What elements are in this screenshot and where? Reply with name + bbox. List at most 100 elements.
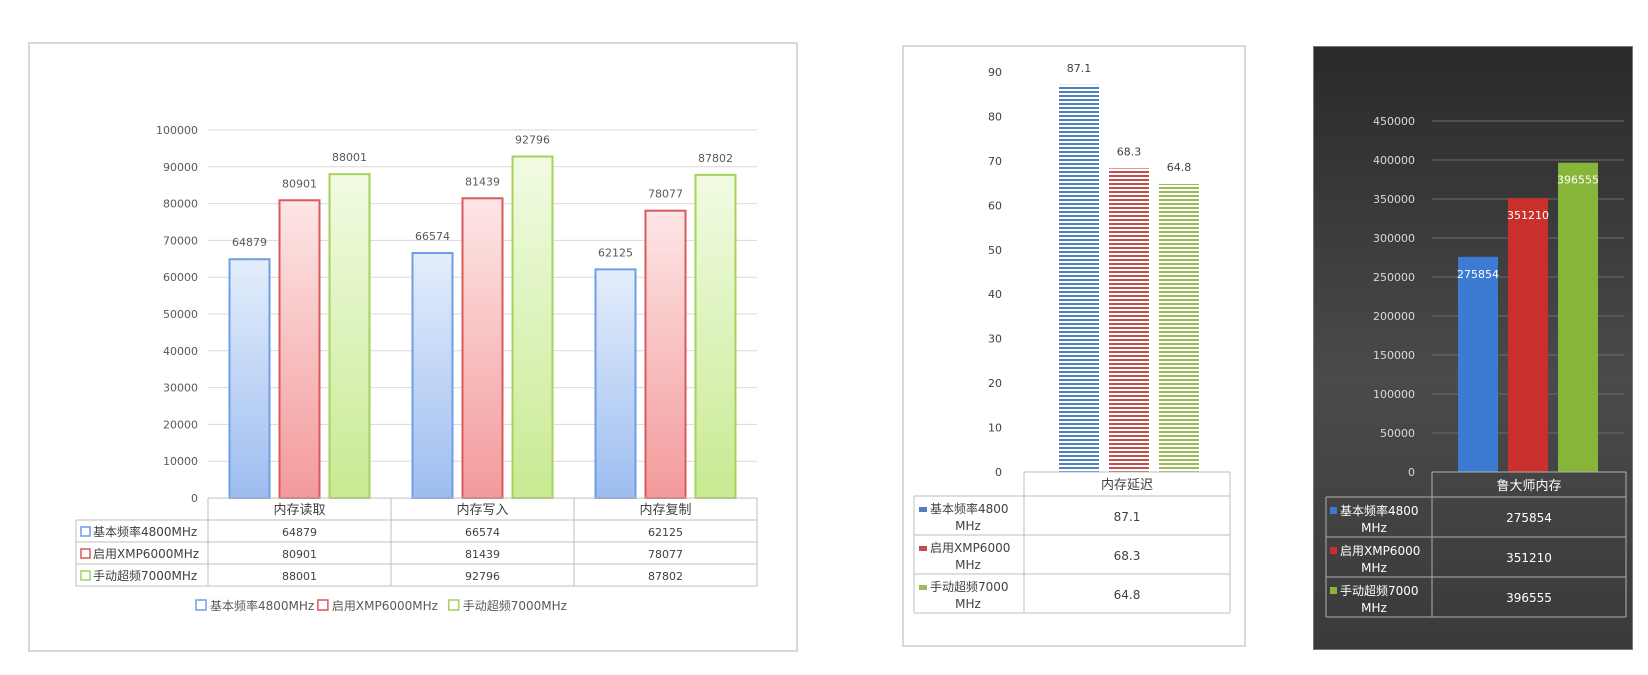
y-tick-label: 10000	[163, 455, 198, 468]
y-tick-label: 80000	[163, 198, 198, 211]
y-tick-label: 10	[988, 422, 1002, 435]
bar	[1458, 256, 1498, 472]
bar	[228, 258, 271, 499]
table-cell: 64879	[282, 526, 317, 539]
y-tick-label: 30	[988, 333, 1002, 346]
data-label: 275854	[1457, 268, 1499, 281]
y-tick-label: 90000	[163, 161, 198, 174]
y-tick-label: 80	[988, 110, 1002, 123]
category-label: 内存写入	[456, 502, 508, 518]
legend-label: 基本频率4800MHz	[210, 598, 314, 613]
bandwidth-chart-svg: 0 10000 20000 30000 40000 50000 60000 70000 8000…	[75, 124, 758, 613]
series-label: 基本频率4800	[930, 501, 1009, 516]
y-tick-label: 50000	[1380, 427, 1415, 440]
legend-key	[919, 507, 927, 512]
category-label: 内存复制	[639, 502, 691, 518]
y-tick-label: 40000	[163, 345, 198, 358]
bar	[328, 173, 371, 500]
series-label-unit: MHz	[1361, 601, 1387, 615]
table-cell: 87802	[648, 570, 683, 583]
y-tick-label: 90	[988, 66, 1002, 79]
y-tick-label: 300000	[1373, 232, 1415, 245]
chart-memory-bandwidth: 0 10000 20000 30000 40000 50000 60000 70000 8000…	[28, 42, 798, 652]
bar	[644, 209, 687, 499]
y-tick-label: 40	[988, 288, 1002, 301]
legend-key	[80, 570, 91, 581]
latency-chart-svg: 0 10 20 30 40 50 60 70 80 90 87.1 68.3 64.8 内存延迟基本频率4…	[913, 62, 1231, 614]
bar	[694, 173, 737, 499]
series-label: 基本频率4800MHz	[93, 524, 197, 539]
legend-key	[919, 585, 927, 590]
y-tick-label: 100000	[156, 124, 198, 137]
table-cell: 351210	[1506, 551, 1552, 565]
data-label: 68.3	[1117, 145, 1142, 158]
legend-key	[195, 599, 207, 611]
table-cell: 80901	[282, 548, 317, 561]
table-cell: 81439	[465, 548, 500, 561]
bar	[1558, 162, 1598, 472]
legend-key	[317, 599, 329, 611]
data-label: 80901	[282, 177, 317, 190]
y-tick-label: 200000	[1373, 310, 1415, 323]
table-cell: 87.1	[1114, 510, 1141, 524]
bar	[1159, 184, 1199, 472]
y-tick-label: 400000	[1373, 154, 1415, 167]
y-tick-label: 0	[995, 466, 1002, 479]
data-label: 62125	[598, 246, 633, 259]
y-tick-label: 0	[1408, 466, 1415, 479]
legend-key	[1330, 507, 1337, 514]
legend-key	[447, 599, 460, 611]
ludashi-chart-svg: 0 50000 100000 150000 200000 250000 300000 3500…	[1325, 115, 1627, 618]
bar	[594, 268, 637, 499]
data-label: 64879	[232, 236, 267, 249]
series-label-unit: MHz	[955, 558, 981, 572]
table-cell: 92796	[465, 570, 500, 583]
y-tick-label: 70	[988, 155, 1002, 168]
series-label: 启用XMP6000MHz	[93, 547, 199, 561]
table-cell: 68.3	[1114, 549, 1141, 563]
series-label-unit: MHz	[1361, 521, 1387, 535]
legend-key	[919, 546, 927, 551]
y-tick-label: 100000	[1373, 388, 1415, 401]
legend-label: 手动超频7000MHz	[463, 598, 567, 613]
chart-memory-latency: 0 10 20 30 40 50 60 70 80 90 87.1 68.3 64.8 内存延迟基本频率4…	[902, 45, 1246, 647]
series-label: 手动超频7000MHz	[93, 568, 197, 583]
table-cell: 275854	[1506, 511, 1552, 525]
y-tick-label: 350000	[1373, 193, 1415, 206]
table-cell: 66574	[465, 526, 500, 539]
y-tick-label: 60000	[163, 271, 198, 284]
data-label: 78077	[648, 188, 683, 201]
category-label: 内存延迟	[1101, 477, 1153, 493]
legend-key	[80, 526, 91, 537]
category-label: 内存读取	[273, 502, 325, 518]
legend-key	[1330, 587, 1337, 594]
data-label: 66574	[415, 230, 450, 243]
y-tick-label: 0	[191, 492, 198, 505]
y-tick-label: 450000	[1373, 115, 1415, 128]
table-cell: 64.8	[1114, 588, 1141, 602]
series-label: 基本频率4800	[1340, 503, 1419, 518]
bar	[1508, 198, 1548, 472]
data-label: 396555	[1557, 174, 1599, 187]
table-cell: 396555	[1506, 591, 1552, 605]
y-tick-label: 20	[988, 377, 1002, 390]
y-tick-label: 250000	[1373, 271, 1415, 284]
legend-label: 启用XMP6000MHz	[332, 599, 438, 613]
data-label: 64.8	[1167, 161, 1192, 174]
y-tick-label: 70000	[163, 234, 198, 247]
series-label-unit: MHz	[1361, 561, 1387, 575]
bar	[461, 197, 504, 499]
table-cell: 88001	[282, 570, 317, 583]
series-label-unit: MHz	[955, 597, 981, 611]
bar	[1059, 84, 1099, 472]
series-label-unit: MHz	[955, 519, 981, 533]
bar	[278, 199, 321, 499]
data-label: 81439	[465, 175, 500, 188]
series-label: 启用XMP6000	[1340, 544, 1420, 558]
chart-ludashi-memory: 0 50000 100000 150000 200000 250000 300000 3500…	[1313, 46, 1633, 650]
y-tick-label: 150000	[1373, 349, 1415, 362]
y-tick-label: 60	[988, 199, 1002, 212]
series-label: 启用XMP6000	[930, 541, 1010, 555]
data-label: 92796	[515, 134, 550, 147]
y-tick-label: 50	[988, 244, 1002, 257]
